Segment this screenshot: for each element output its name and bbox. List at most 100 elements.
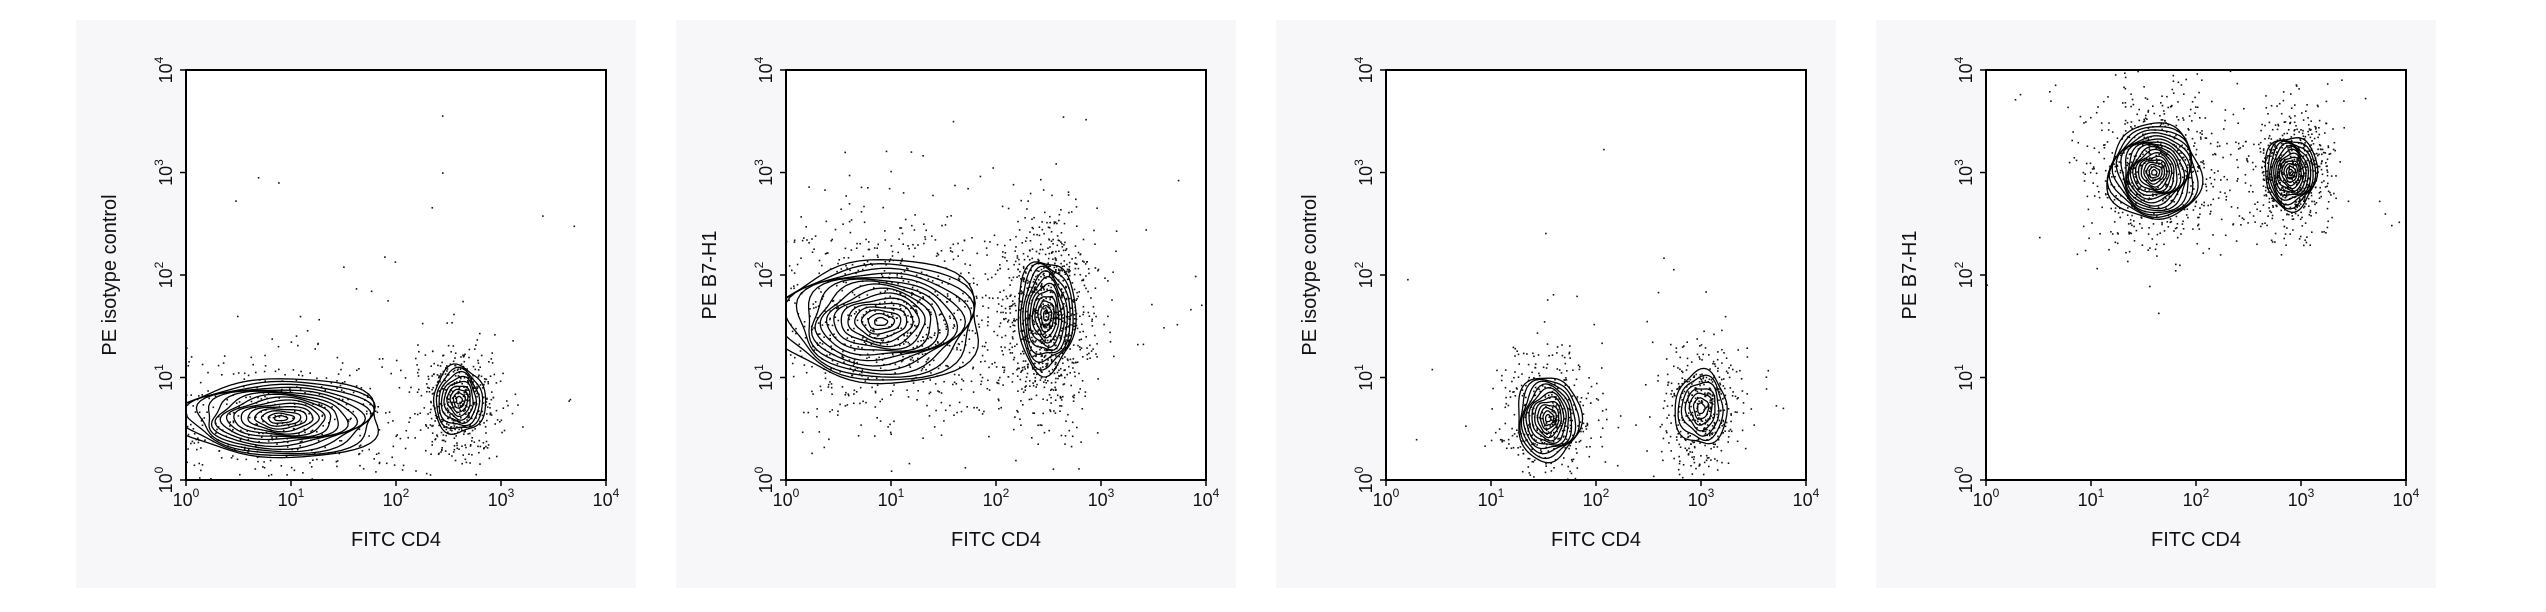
event-dot bbox=[2301, 132, 2304, 135]
event-dot bbox=[1688, 412, 1690, 414]
event-dot bbox=[1031, 226, 1034, 229]
event-dot bbox=[270, 430, 273, 432]
event-dot bbox=[1027, 200, 1029, 202]
event-dot bbox=[2237, 166, 2239, 169]
event-dot bbox=[1000, 305, 1003, 307]
event-dot bbox=[1712, 417, 1714, 419]
event-dot bbox=[1697, 420, 1699, 423]
event-dot bbox=[892, 304, 895, 307]
event-dot bbox=[999, 267, 1001, 270]
event-dot bbox=[2327, 182, 2329, 185]
event-dot bbox=[267, 440, 270, 442]
event-dot bbox=[2224, 192, 2226, 194]
event-dot bbox=[176, 438, 178, 440]
event-dot bbox=[2187, 216, 2189, 219]
event-dot bbox=[1553, 448, 1555, 450]
event-dot bbox=[442, 354, 444, 357]
event-dot bbox=[197, 437, 199, 439]
event-dot bbox=[1574, 477, 1577, 480]
event-dot bbox=[442, 434, 445, 436]
event-dot bbox=[2179, 264, 2181, 267]
event-dot bbox=[1018, 258, 1020, 261]
event-dot bbox=[2294, 104, 2296, 106]
event-dot bbox=[1564, 418, 1566, 420]
event-dot bbox=[725, 358, 727, 360]
event-dot bbox=[338, 452, 341, 455]
event-dot bbox=[1554, 398, 1557, 401]
plot-panel-3: 100 101 102 103 104 100 101 102 103 104 FITC CD4 PE… bbox=[1276, 20, 1836, 588]
event-dot bbox=[1691, 411, 1694, 414]
event-dot bbox=[1015, 459, 1017, 462]
event-dot bbox=[1556, 426, 1558, 428]
event-dot bbox=[278, 405, 281, 408]
event-dot bbox=[468, 396, 470, 398]
event-dot bbox=[1509, 390, 1511, 393]
event-dot bbox=[2207, 204, 2209, 207]
event-dot bbox=[690, 240, 692, 242]
event-dot bbox=[1546, 363, 1549, 366]
event-dot bbox=[1004, 252, 1007, 254]
event-dot bbox=[943, 319, 945, 322]
event-dot bbox=[1714, 458, 1716, 460]
event-dot bbox=[441, 447, 443, 449]
event-dot bbox=[1054, 386, 1056, 389]
contour-line bbox=[210, 390, 359, 448]
event-dot bbox=[476, 339, 479, 341]
event-dot bbox=[970, 307, 973, 309]
event-dot bbox=[758, 344, 760, 346]
event-dot bbox=[292, 427, 295, 430]
event-dot bbox=[1016, 257, 1019, 259]
event-dot bbox=[1068, 325, 1070, 327]
event-dot bbox=[1666, 417, 1668, 419]
event-dot bbox=[764, 311, 766, 313]
contour-line bbox=[443, 380, 474, 421]
event-dot bbox=[297, 344, 299, 347]
event-dot bbox=[445, 434, 447, 437]
event-dot bbox=[1012, 337, 1014, 340]
event-dot bbox=[2089, 171, 2092, 174]
event-dot bbox=[938, 314, 941, 316]
event-dot bbox=[2085, 121, 2087, 123]
plot-area bbox=[1986, 70, 2406, 480]
event-dot bbox=[1767, 369, 1770, 372]
event-dot bbox=[420, 394, 423, 397]
event-dot bbox=[757, 362, 759, 364]
event-dot bbox=[793, 287, 795, 290]
event-dot bbox=[1019, 270, 1021, 273]
event-dot bbox=[998, 325, 1001, 328]
event-dot bbox=[1032, 384, 1035, 387]
event-dot bbox=[867, 353, 869, 356]
event-dot bbox=[1050, 396, 1052, 399]
event-dot bbox=[455, 401, 457, 403]
event-dot bbox=[909, 366, 912, 368]
event-dot bbox=[1518, 500, 1520, 502]
event-dot bbox=[986, 324, 989, 327]
event-dot bbox=[2039, 236, 2041, 239]
event-dot bbox=[2331, 216, 2333, 219]
event-dot bbox=[1026, 364, 1029, 366]
event-dot bbox=[844, 343, 846, 346]
event-dot bbox=[368, 435, 370, 437]
event-dot bbox=[1082, 313, 1084, 316]
event-dot bbox=[1711, 394, 1714, 396]
event-dot bbox=[1050, 359, 1053, 361]
event-dot bbox=[483, 447, 485, 450]
event-dot bbox=[1060, 288, 1063, 290]
event-dot bbox=[1444, 486, 1446, 488]
event-dot bbox=[1742, 402, 1745, 404]
event-dot bbox=[1051, 279, 1053, 281]
event-dot bbox=[1058, 369, 1060, 372]
event-dot bbox=[2309, 136, 2312, 139]
event-dot bbox=[1031, 290, 1034, 292]
event-dot bbox=[930, 372, 932, 374]
event-dot bbox=[278, 368, 280, 371]
event-dot bbox=[453, 445, 456, 447]
event-dot bbox=[421, 322, 424, 325]
event-dot bbox=[811, 452, 813, 455]
event-dot bbox=[1676, 439, 1678, 441]
event-dot bbox=[446, 423, 448, 425]
event-dot bbox=[847, 314, 849, 316]
event-dot bbox=[2269, 148, 2271, 151]
event-dot bbox=[1689, 378, 1692, 381]
event-dot bbox=[1704, 432, 1707, 435]
